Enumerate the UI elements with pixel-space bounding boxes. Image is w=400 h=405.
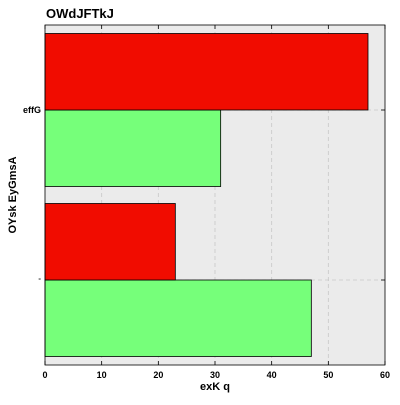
bar	[44, 279, 312, 357]
y-tick-label: °	[38, 277, 41, 285]
y-axis-label: OYsk EyGmsA	[7, 156, 19, 233]
x-tick-label: 40	[267, 370, 277, 380]
bar	[44, 203, 176, 281]
bars	[44, 33, 369, 357]
chart-title: OWdJFTkJ	[46, 6, 114, 21]
x-axis-ticks: 0 10 20 30 40 50 60	[42, 25, 390, 380]
y-tick-label: effG	[23, 105, 41, 115]
bar	[44, 33, 369, 111]
x-tick-label: 30	[210, 370, 220, 380]
x-tick-label: 20	[153, 370, 163, 380]
x-axis-label: exK q	[200, 381, 230, 393]
x-tick-label: 50	[323, 370, 333, 380]
x-tick-label: 60	[380, 370, 390, 380]
bar	[44, 109, 222, 187]
y-axis-ticks: ° effG	[23, 105, 385, 285]
x-tick-label: 10	[97, 370, 107, 380]
x-tick-label: 0	[42, 370, 47, 380]
